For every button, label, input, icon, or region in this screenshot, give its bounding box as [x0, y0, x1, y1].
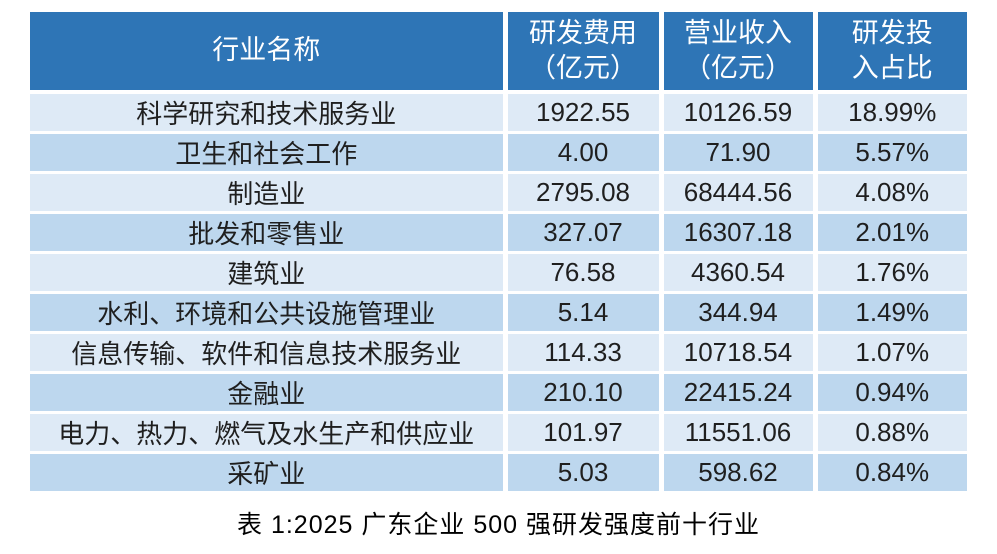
cell-industry: 建筑业: [30, 252, 508, 294]
cell-ratio: 0.88%: [815, 412, 967, 454]
cell-rd-expense: 1922.55: [505, 92, 664, 134]
cell-rd-expense: 210.10: [505, 372, 664, 414]
cell-rd-expense: 76.58: [505, 252, 664, 294]
table-row: 批发和零售业 327.07 16307.18 2.01%: [30, 212, 967, 254]
cell-rd-expense: 5.14: [505, 292, 664, 334]
col-header-revenue: 营业收入 （亿元）: [661, 12, 818, 94]
table-row: 信息传输、软件和信息技术服务业 114.33 10718.54 1.07%: [30, 332, 967, 374]
table-row: 科学研究和技术服务业 1922.55 10126.59 18.99%: [30, 92, 967, 134]
cell-revenue: 16307.18: [661, 212, 818, 254]
cell-ratio: 18.99%: [815, 92, 967, 134]
cell-revenue: 71.90: [661, 132, 818, 174]
cell-rd-expense: 101.97: [505, 412, 664, 454]
cell-ratio: 4.08%: [815, 172, 967, 214]
cell-rd-expense: 327.07: [505, 212, 664, 254]
cell-industry: 信息传输、软件和信息技术服务业: [30, 332, 508, 374]
cell-revenue: 11551.06: [661, 412, 818, 454]
col-header-industry-name: 行业名称: [30, 12, 508, 94]
cell-industry: 制造业: [30, 172, 508, 214]
cell-revenue: 598.62: [661, 452, 818, 491]
table-row: 制造业 2795.08 68444.56 4.08%: [30, 172, 967, 214]
cell-ratio: 2.01%: [815, 212, 967, 254]
cell-rd-expense: 5.03: [505, 452, 664, 491]
cell-industry: 科学研究和技术服务业: [30, 92, 508, 134]
cell-industry: 金融业: [30, 372, 508, 414]
table-row: 水利、环境和公共设施管理业 5.14 344.94 1.49%: [30, 292, 967, 334]
cell-rd-expense: 114.33: [505, 332, 664, 374]
cell-industry: 采矿业: [30, 452, 508, 491]
table-caption: 表 1:2025 广东企业 500 强研发强度前十行业: [237, 511, 760, 539]
cell-ratio: 0.94%: [815, 372, 967, 414]
cell-ratio: 1.76%: [815, 252, 967, 294]
table-row: 卫生和社会工作 4.00 71.90 5.57%: [30, 132, 967, 174]
table-header: 行业名称 研发费用 （亿元） 营业收入 （亿元） 研发投 入占比: [30, 12, 967, 94]
cell-ratio: 1.49%: [815, 292, 967, 334]
col-header-rd-expense: 研发费用 （亿元）: [505, 12, 664, 94]
table-row: 电力、热力、燃气及水生产和供应业 101.97 11551.06 0.88%: [30, 412, 967, 454]
table-row: 建筑业 76.58 4360.54 1.76%: [30, 252, 967, 294]
table-row: 金融业 210.10 22415.24 0.94%: [30, 372, 967, 414]
cell-ratio: 0.84%: [815, 452, 967, 491]
cell-ratio: 1.07%: [815, 332, 967, 374]
industry-rd-table: 行业名称 研发费用 （亿元） 营业收入 （亿元） 研发投 入占比 科学研究和技术…: [30, 12, 967, 491]
cell-revenue: 10718.54: [661, 332, 818, 374]
cell-rd-expense: 4.00: [505, 132, 664, 174]
cell-industry: 电力、热力、燃气及水生产和供应业: [30, 412, 508, 454]
cell-industry: 批发和零售业: [30, 212, 508, 254]
table-row: 采矿业 5.03 598.62 0.84%: [30, 452, 967, 491]
cell-rd-expense: 2795.08: [505, 172, 664, 214]
cell-revenue: 22415.24: [661, 372, 818, 414]
cell-industry: 水利、环境和公共设施管理业: [30, 292, 508, 334]
cell-ratio: 5.57%: [815, 132, 967, 174]
col-header-rd-ratio: 研发投 入占比: [815, 12, 967, 94]
cell-revenue: 10126.59: [661, 92, 818, 134]
cell-revenue: 4360.54: [661, 252, 818, 294]
cell-revenue: 68444.56: [661, 172, 818, 214]
header-row: 行业名称 研发费用 （亿元） 营业收入 （亿元） 研发投 入占比: [30, 12, 967, 94]
cell-revenue: 344.94: [661, 292, 818, 334]
cell-industry: 卫生和社会工作: [30, 132, 508, 174]
table-body: 科学研究和技术服务业 1922.55 10126.59 18.99% 卫生和社会工作 4.…: [30, 92, 967, 491]
